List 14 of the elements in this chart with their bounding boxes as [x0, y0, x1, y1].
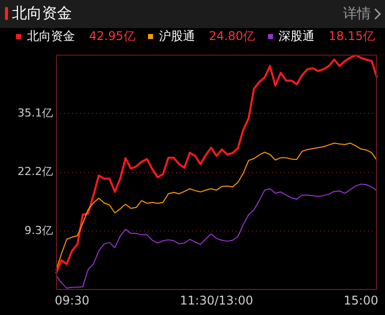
chart-title: 北向资金 [12, 4, 72, 23]
y-tick-label: 22.2亿 [18, 165, 53, 178]
text: 详情 [343, 4, 371, 22]
legend-label: 沪股通 [158, 28, 195, 45]
text: 24.80亿 [208, 28, 256, 45]
x-tick-label: 15:00 [344, 293, 378, 308]
y-tick-label: 9.3亿 [24, 224, 53, 238]
x-tick-label: 11:30/13:00 [180, 293, 254, 308]
legend-label: 深股通 [278, 28, 315, 45]
legend-label: 北向资金 [27, 28, 75, 45]
text: 18.15亿 [328, 28, 375, 45]
x-tick-label: 09:30 [54, 293, 90, 308]
text: 42.95亿 [89, 28, 136, 45]
y-tick-label: 35.1亿 [18, 106, 53, 120]
